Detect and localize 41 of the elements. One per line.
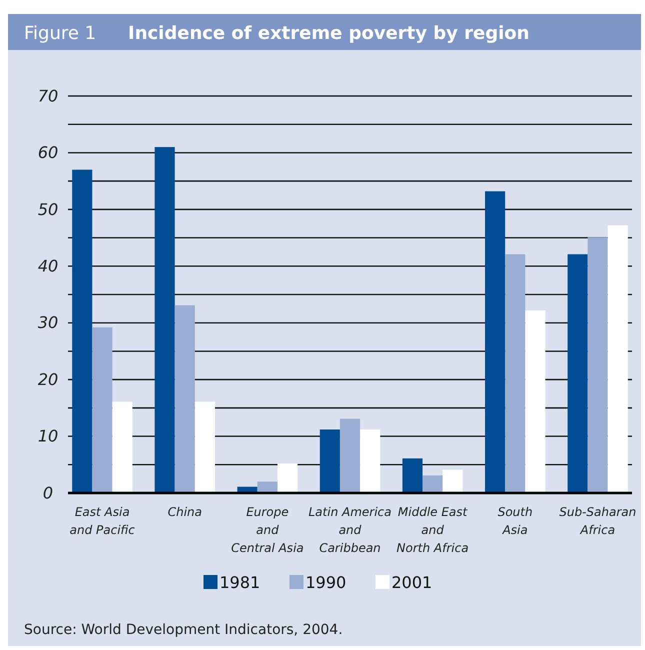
bar xyxy=(588,237,608,493)
bar xyxy=(174,305,195,493)
bar xyxy=(525,310,546,493)
y-tick-label: 70 xyxy=(38,86,58,106)
x-tick-label: Latin America and Caribbean xyxy=(308,505,392,555)
bar xyxy=(320,429,340,493)
bar xyxy=(194,402,215,493)
bar xyxy=(608,225,628,493)
x-tick-label: Sub-Saharan Africa xyxy=(559,505,636,537)
bar xyxy=(442,470,463,493)
y-tick-label: 60 xyxy=(38,143,58,162)
y-tick-label: 20 xyxy=(38,370,58,389)
bar xyxy=(154,147,175,493)
y-tick-label: 50 xyxy=(38,200,58,219)
x-tick-label: South Asia xyxy=(498,505,533,537)
y-tick-label: 30 xyxy=(38,313,58,332)
y-tick-label: 10 xyxy=(38,426,58,446)
chart-title: Incidence of extreme poverty by region xyxy=(128,23,530,44)
bar xyxy=(505,254,526,493)
source-note: Source: World Development Indicators, 2004. xyxy=(24,622,343,638)
legend-label: 1981 xyxy=(220,573,260,592)
bar xyxy=(340,418,360,493)
bar xyxy=(112,402,132,493)
bar xyxy=(360,429,380,493)
x-tick-label: China xyxy=(168,505,202,519)
bar xyxy=(485,191,506,493)
x-tick-label: Europe and Central Asia xyxy=(231,505,304,555)
x-tick-label: East Asia and Pacific xyxy=(70,505,136,537)
bar xyxy=(72,170,92,493)
x-tick-label: Middle East and North Africa xyxy=(396,505,469,555)
chart-subtitle: Figure 1 xyxy=(24,23,96,44)
legend-label: 2001 xyxy=(392,573,432,592)
bar xyxy=(568,254,588,493)
bar xyxy=(257,482,278,493)
y-tick-label: 0 xyxy=(42,483,54,502)
y-tick-label: 40 xyxy=(38,256,58,276)
bar xyxy=(277,464,298,493)
bar xyxy=(402,458,423,493)
bar xyxy=(92,327,112,493)
bar xyxy=(422,475,443,493)
legend-label: 1990 xyxy=(306,573,346,592)
